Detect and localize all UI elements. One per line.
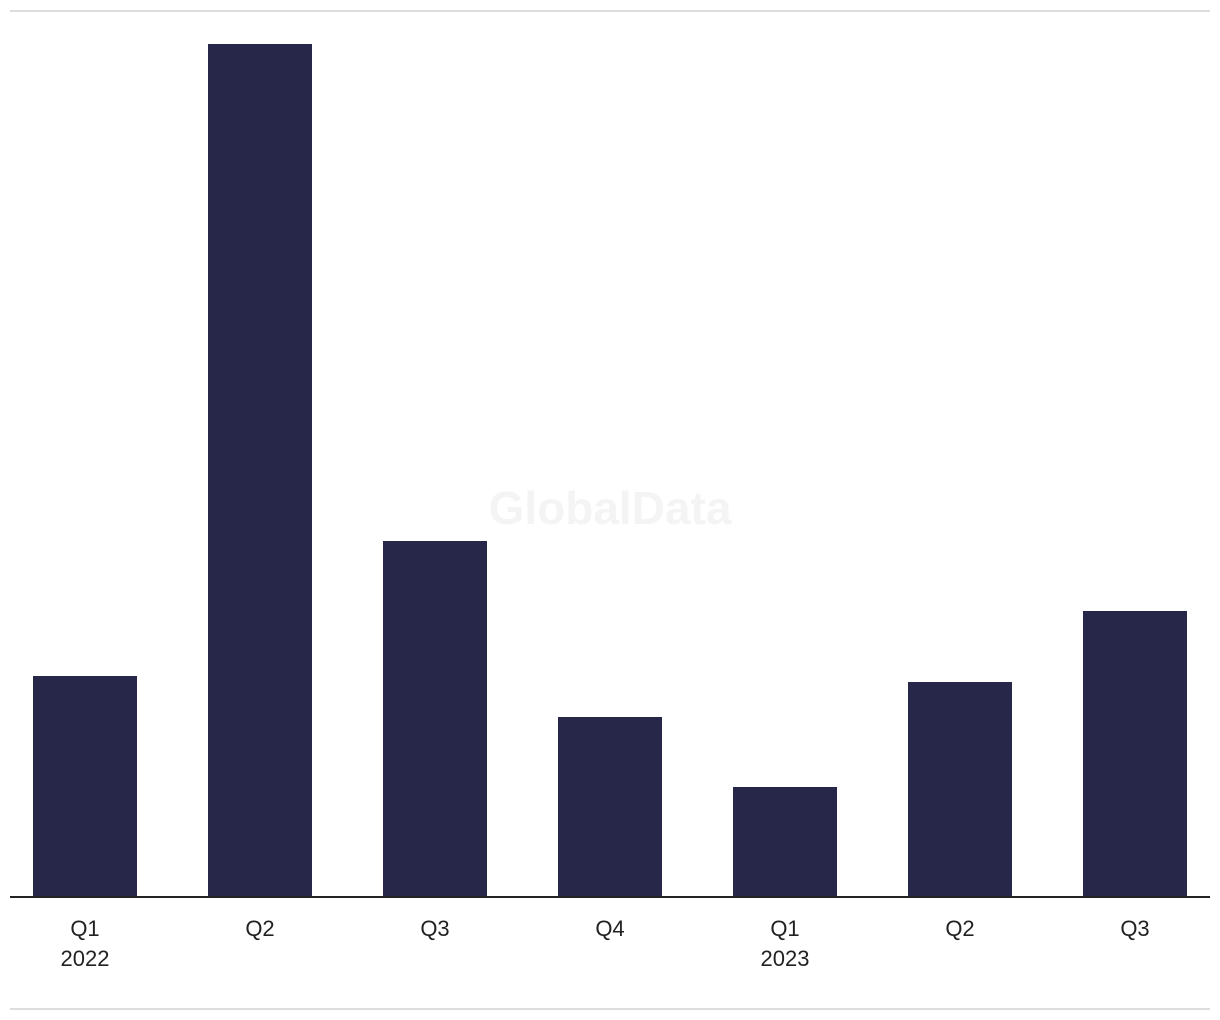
x-tick-label: Q3 — [420, 916, 449, 941]
year-label: 2022 — [61, 946, 110, 971]
x-tick-label: Q4 — [595, 916, 624, 941]
bar — [208, 44, 312, 897]
x-tick-label: Q3 — [1120, 916, 1149, 941]
x-tick-label: Q2 — [945, 916, 974, 941]
x-tick-label: Q1 — [70, 916, 99, 941]
bar — [558, 717, 662, 897]
x-tick-label: Q2 — [245, 916, 274, 941]
bar — [33, 676, 137, 897]
x-tick-label: Q1 — [770, 916, 799, 941]
year-label: 2023 — [761, 946, 810, 971]
bar — [1083, 611, 1187, 897]
bar — [908, 682, 1012, 897]
bar — [383, 541, 487, 897]
bar — [733, 787, 837, 897]
watermark: GlobalData — [489, 482, 732, 534]
